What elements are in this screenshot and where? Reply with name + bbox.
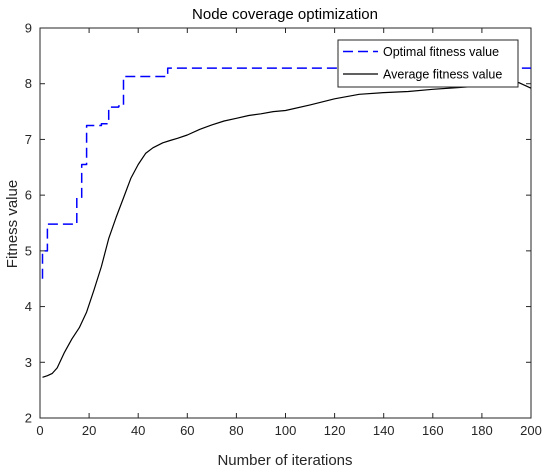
chart-title: Node coverage optimization <box>192 6 378 23</box>
y-tick-label: 5 <box>25 243 32 258</box>
series-line-average <box>42 81 532 378</box>
legend-label-average: Average fitness value <box>383 68 502 82</box>
y-tick-label: 2 <box>25 411 32 426</box>
y-tick-label: 4 <box>25 299 32 314</box>
x-tick-label: 160 <box>422 423 444 438</box>
x-tick-label: 140 <box>373 423 395 438</box>
series-line-optimal <box>41 67 531 279</box>
x-tick-label: 100 <box>275 423 297 438</box>
x-tick-label: 180 <box>471 423 493 438</box>
x-tick-label: 0 <box>36 423 43 438</box>
legend-box <box>337 39 519 88</box>
y-tick-label: 8 <box>25 76 32 91</box>
x-axis-label: Number of iterations <box>217 452 352 469</box>
x-tick-label: 60 <box>180 423 194 438</box>
legend-label-optimal: Optimal fitness value <box>383 45 499 59</box>
y-tick-label: 7 <box>25 132 32 147</box>
y-tick-label: 9 <box>25 21 32 36</box>
y-axis-label: Fitness value <box>4 180 21 268</box>
plot-area: 0 20 40 60 80 100 120 140 160 180 200 2 3 4 5 6 7 8 9 <box>25 21 542 439</box>
x-tick-label: 80 <box>229 423 243 438</box>
y-tick-label: 6 <box>25 188 32 203</box>
x-tick-label: 120 <box>324 423 346 438</box>
x-tick-label: 40 <box>131 423 145 438</box>
y-tick-label: 3 <box>25 355 32 370</box>
x-tick-label: 200 <box>520 423 542 438</box>
x-tick-label: 20 <box>82 423 96 438</box>
legend: Optimal fitness value Average fitness va… <box>337 39 519 88</box>
